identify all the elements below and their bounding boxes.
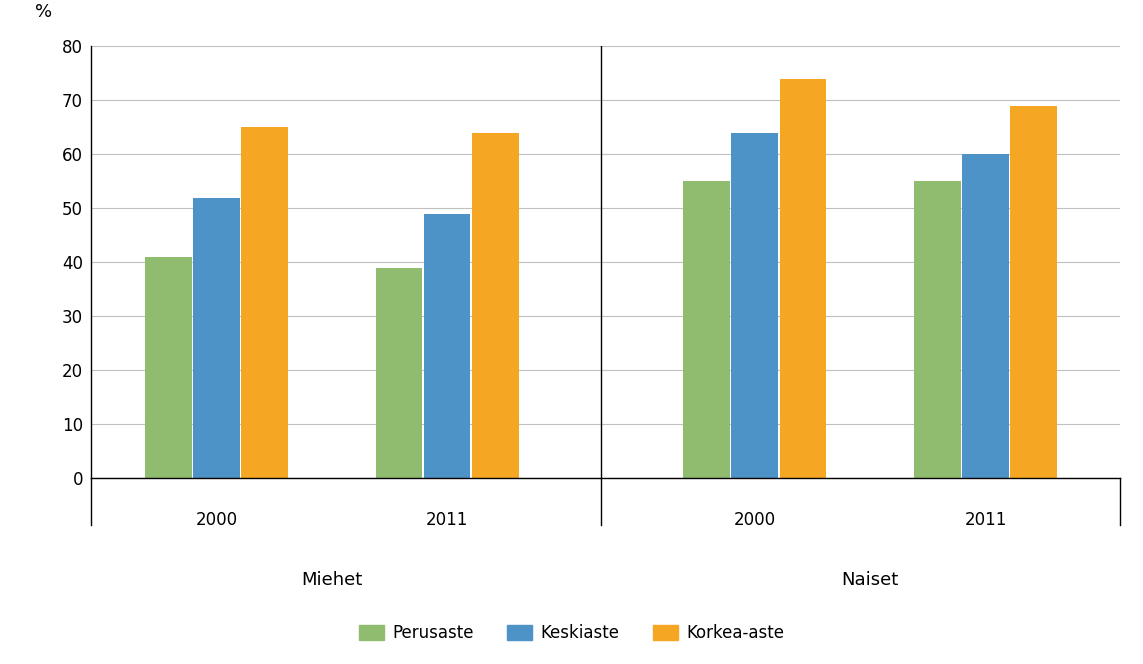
Bar [684,181,730,478]
Text: Naiset: Naiset [841,571,898,589]
Bar [780,79,826,478]
Bar [732,133,778,478]
Bar [472,133,519,478]
Text: 2000: 2000 [734,511,776,529]
Text: 2011: 2011 [965,511,1007,529]
Text: 2011: 2011 [426,511,469,529]
Text: 2000: 2000 [195,511,238,529]
Text: Miehet: Miehet [301,571,362,589]
Bar [424,214,471,478]
Legend: Perusaste, Keskiaste, Korkea-aste: Perusaste, Keskiaste, Korkea-aste [352,618,791,649]
Text: %: % [35,3,51,21]
Bar [193,198,240,478]
Bar [962,154,1009,478]
Bar [914,181,961,478]
Bar [1010,106,1057,478]
Bar [145,257,192,478]
Bar [376,268,423,478]
Bar [241,127,288,478]
